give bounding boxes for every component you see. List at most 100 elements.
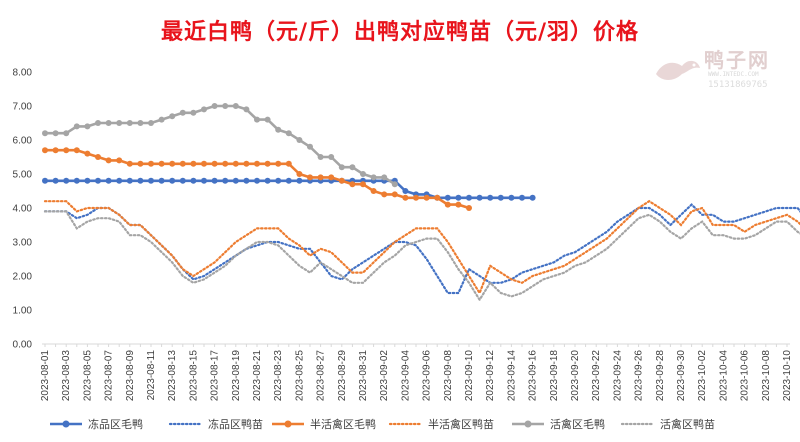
x-tick-label: 2023-10-08	[761, 350, 772, 402]
y-tick-label: 7.00	[13, 102, 33, 113]
y-tick-label: 3.00	[13, 238, 33, 249]
data-point	[201, 160, 207, 167]
data-point	[497, 194, 504, 201]
x-tick-label: 2023-09-28	[655, 350, 666, 402]
watermark-title: 鸭子网	[704, 48, 770, 72]
data-point	[169, 160, 176, 167]
data-point	[232, 160, 239, 167]
x-tick-label: 2023-09-08	[443, 350, 454, 402]
legend-label: 半活禽区毛鸭	[310, 417, 376, 431]
data-point	[73, 123, 80, 130]
data-point	[413, 194, 419, 201]
data-point	[158, 160, 165, 167]
x-tick-label: 2023-08-25	[294, 350, 305, 402]
data-point	[444, 201, 451, 208]
data-point	[243, 106, 250, 113]
series-line	[43, 199, 800, 296]
x-tick-label: 2023-08-07	[104, 350, 115, 402]
data-point	[338, 164, 345, 171]
data-point	[243, 160, 250, 167]
x-tick-label: 2023-09-20	[570, 350, 581, 402]
legend-label: 冻品区鸭苗	[208, 417, 263, 431]
data-point	[296, 171, 303, 177]
data-point	[243, 177, 250, 184]
data-point	[63, 147, 70, 154]
data-point	[137, 160, 144, 167]
data-point	[296, 137, 303, 143]
y-tick-label: 1.00	[13, 306, 33, 317]
x-tick-label: 2023-10-10	[782, 350, 793, 402]
data-point	[179, 177, 186, 184]
data-point	[402, 188, 409, 194]
data-point	[169, 177, 176, 184]
data-point	[201, 106, 207, 113]
x-tick-label: 2023-09-22	[591, 350, 602, 402]
data-point	[338, 177, 345, 184]
series-活禽区毛鸭	[42, 103, 398, 188]
data-point	[73, 177, 80, 184]
data-point	[317, 174, 324, 181]
legend-label: 冻品区毛鸭	[88, 417, 143, 431]
x-tick-label: 2023-09-30	[676, 350, 687, 402]
data-point	[285, 177, 292, 184]
data-point	[370, 188, 377, 194]
series-半活禽区毛鸭	[42, 147, 472, 211]
data-point	[381, 191, 388, 198]
legend-label: 活禽区鸭苗	[660, 417, 715, 431]
data-point	[137, 120, 144, 126]
data-point	[307, 174, 313, 181]
data-point	[42, 147, 48, 154]
data-point	[211, 177, 218, 184]
data-point	[95, 120, 101, 126]
data-point	[137, 177, 144, 184]
data-point	[211, 103, 218, 109]
data-point	[201, 177, 207, 184]
y-tick-label: 5.00	[13, 170, 33, 181]
x-tick-label: 2023-09-14	[506, 350, 517, 402]
x-tick-label: 2023-08-19	[231, 350, 242, 402]
data-point	[444, 194, 451, 201]
data-point	[42, 130, 48, 137]
data-point	[126, 120, 133, 126]
series-冻品区毛鸭	[42, 177, 536, 201]
x-tick-label: 2023-10-02	[697, 350, 708, 402]
data-point	[52, 177, 59, 184]
data-point	[317, 154, 324, 160]
data-point	[222, 103, 229, 109]
data-point	[179, 109, 186, 116]
x-tick-label: 2023-08-21	[252, 350, 263, 402]
data-point	[190, 109, 197, 116]
data-point	[105, 157, 112, 164]
x-tick-label: 2023-08-13	[167, 350, 178, 402]
data-point	[264, 177, 271, 184]
series-line	[45, 104, 396, 186]
data-point	[285, 160, 292, 167]
data-point	[126, 177, 133, 184]
data-point	[264, 160, 271, 167]
data-point	[402, 194, 409, 201]
data-point	[63, 177, 70, 184]
data-point	[42, 177, 48, 184]
series-活禽区鸭苗	[43, 210, 800, 302]
y-tick-label: 2.00	[13, 272, 33, 283]
y-tick-label: 8.00	[13, 68, 33, 79]
y-axis-labels: 0.00 1.00 2.00 3.00 4.00 5.00 6.00 7.00 8.00	[13, 68, 33, 351]
chart-title: 最近白鸭（元/斤）出鸭对应鸭苗（元/羽）价格	[160, 20, 640, 45]
data-point	[476, 194, 483, 201]
data-point	[275, 126, 282, 133]
data-point	[466, 205, 472, 211]
data-point	[190, 160, 197, 167]
data-point	[63, 130, 70, 137]
data-point	[264, 116, 271, 123]
x-tick-label: 2023-08-05	[82, 350, 93, 402]
legend-label: 活禽区毛鸭	[550, 417, 605, 431]
x-tick-label: 2023-08-23	[273, 350, 284, 402]
x-tick-label: 2023-08-09	[125, 350, 136, 402]
data-point	[179, 160, 186, 167]
data-point	[222, 177, 229, 184]
x-tick-label: 2023-09-26	[634, 350, 645, 402]
data-point	[529, 194, 536, 201]
data-point	[275, 177, 282, 184]
x-tick-label: 2023-10-06	[740, 350, 751, 402]
x-tick-label: 2023-08-27	[316, 350, 327, 402]
